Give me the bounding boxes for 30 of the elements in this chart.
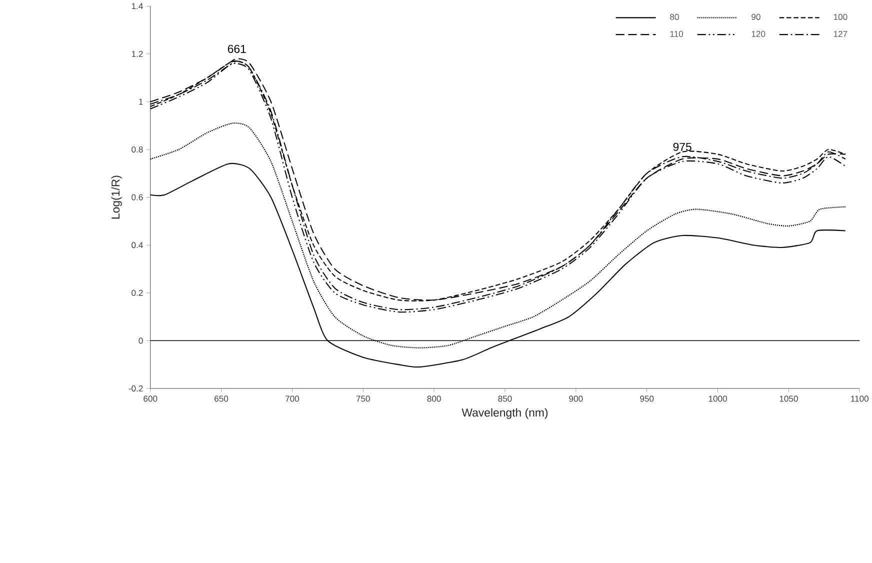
- x-tick-label: 650: [214, 396, 228, 402]
- y-tick-label: 1.4: [132, 3, 143, 10]
- x-tick-label: 800: [427, 396, 441, 402]
- x-tick-label: 1050: [780, 396, 798, 402]
- y-tick-label: 0.6: [132, 194, 143, 200]
- annotation: 661: [228, 44, 246, 53]
- x-tick-label: 900: [569, 396, 583, 402]
- y-tick-label: -0.2: [128, 385, 143, 392]
- x-tick-label: 600: [144, 396, 158, 402]
- x-tick-label: 850: [498, 396, 512, 402]
- x-tick-label: 750: [356, 396, 370, 402]
- annotation: 975: [673, 142, 692, 151]
- x-tick-label: 1100: [851, 396, 869, 402]
- legend-label: 120: [752, 30, 766, 37]
- y-tick-label: 0: [138, 338, 143, 344]
- x-tick-label: 950: [640, 396, 654, 402]
- y-tick-label: 1: [139, 98, 143, 105]
- legend-label: 90: [752, 14, 760, 20]
- y-tick-label: 0.4: [132, 242, 143, 248]
- legend-label: 127: [834, 30, 848, 37]
- legend-label: 80: [670, 14, 679, 20]
- y-tick-label: 1.2: [132, 50, 143, 57]
- x-tick-label: 700: [286, 396, 300, 402]
- legend-label: 110: [670, 30, 684, 37]
- y-tick-label: 0.2: [132, 290, 143, 296]
- x-tick-label: 1000: [708, 396, 727, 402]
- y-tick-label: 0.8: [132, 146, 143, 153]
- x-axis-title: Wavelength (nm): [462, 408, 548, 419]
- legend-label: 100: [834, 14, 848, 20]
- y-axis-title: Log(1/R): [111, 176, 122, 219]
